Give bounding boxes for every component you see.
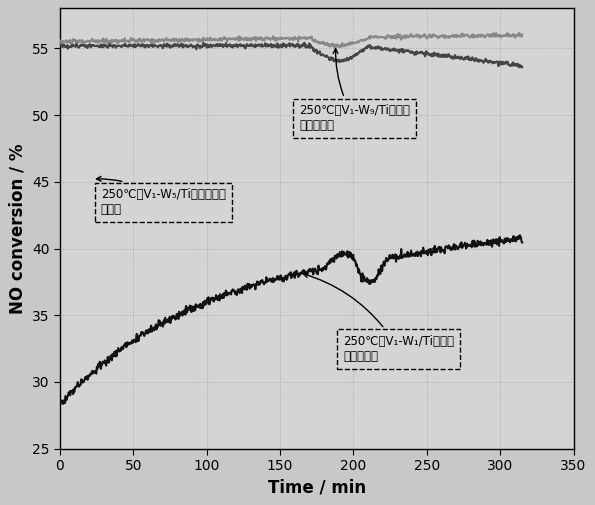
Text: 250℃时V₁-W₅/Ti催化剂硬中
毒活性: 250℃时V₁-W₅/Ti催化剂硬中 毒活性 — [96, 176, 226, 217]
Text: 250℃时V₁-W₉/Ti催化剂
硬中毒活性: 250℃时V₁-W₉/Ti催化剂 硬中毒活性 — [299, 48, 410, 132]
Y-axis label: NO conversion / %: NO conversion / % — [8, 143, 26, 314]
Text: 250℃时V₁-W₁/Ti催化剂
硬中毒活性: 250℃时V₁-W₁/Ti催化剂 硬中毒活性 — [303, 273, 454, 363]
X-axis label: Time / min: Time / min — [268, 479, 366, 496]
